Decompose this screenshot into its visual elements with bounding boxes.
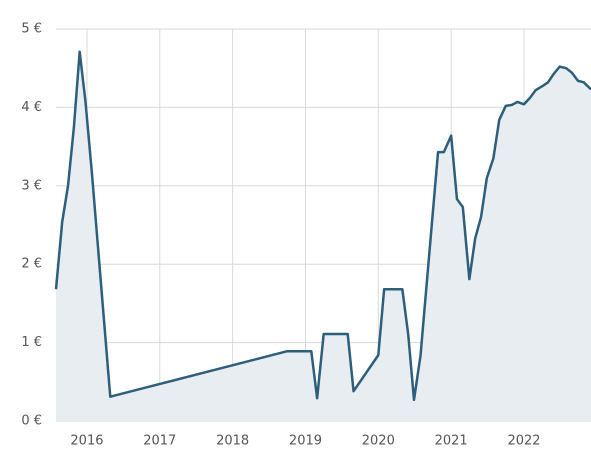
x-tick-label: 2021 xyxy=(435,434,468,449)
x-tick-label: 2017 xyxy=(143,434,176,449)
y-tick-label: 2 € xyxy=(21,257,42,272)
y-tick-label: 1 € xyxy=(21,335,42,350)
x-tick-label: 2019 xyxy=(289,434,322,449)
line xyxy=(54,50,591,402)
x-tick-label: 2020 xyxy=(362,434,395,449)
y-tick-label: 0 € xyxy=(21,414,42,429)
x-tick-label: 2018 xyxy=(216,434,249,449)
y-tick-label: 4 € xyxy=(21,100,42,115)
y-tick-label: 3 € xyxy=(21,178,42,193)
y-tick-label: 5 € xyxy=(21,22,42,37)
x-tick-label: 2022 xyxy=(507,434,540,449)
x-tick-label: 2016 xyxy=(70,434,103,449)
area xyxy=(56,51,591,422)
